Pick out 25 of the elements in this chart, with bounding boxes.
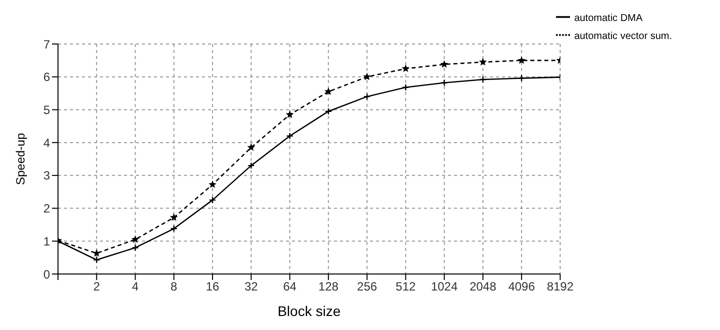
x-tick-label: 32 [244,280,258,294]
x-tick-label: 16 [206,280,220,294]
legend-label: automatic DMA [574,13,643,24]
x-tick-label: 1024 [430,280,458,294]
y-tick-label: 3 [43,168,50,183]
x-tick-label: 512 [396,280,416,294]
x-tick-label: 256 [357,280,378,294]
x-tick-label: 2 [93,280,100,294]
x-axis-title: Block size [278,303,341,319]
x-tick-label: 8 [170,280,178,294]
y-tick-label: 2 [43,202,50,216]
x-tick-label: 64 [283,280,297,294]
y-tick-label: 7 [43,37,50,52]
y-axis-title: Speed-up [13,132,28,186]
y-tick-label: 6 [43,70,50,84]
y-tick-label: 4 [43,136,50,150]
legend-label: automatic vector sum. [574,31,672,42]
y-tick-label: 5 [43,102,50,117]
x-tick-label: 4096 [508,280,536,294]
x-tick-label: 128 [318,280,339,294]
x-tick-label: 4 [132,280,139,294]
y-tick-label: 0 [43,267,50,282]
x-tick-label: 8192 [546,280,574,294]
y-tick-label: 1 [43,234,50,248]
x-tick-label: 2048 [470,280,497,294]
